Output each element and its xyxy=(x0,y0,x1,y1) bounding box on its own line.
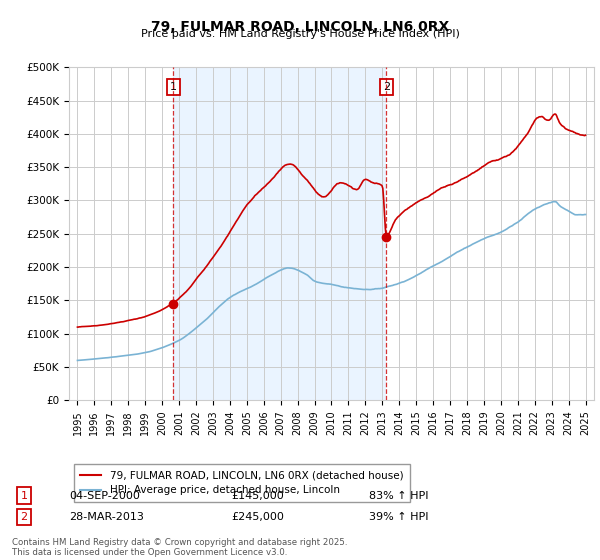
Text: 04-SEP-2000: 04-SEP-2000 xyxy=(69,491,140,501)
Text: 1: 1 xyxy=(170,82,177,92)
Text: £245,000: £245,000 xyxy=(231,512,284,522)
Text: 28-MAR-2013: 28-MAR-2013 xyxy=(69,512,144,522)
Text: Price paid vs. HM Land Registry's House Price Index (HPI): Price paid vs. HM Land Registry's House … xyxy=(140,29,460,39)
Legend: 79, FULMAR ROAD, LINCOLN, LN6 0RX (detached house), HPI: Average price, detached: 79, FULMAR ROAD, LINCOLN, LN6 0RX (detac… xyxy=(74,464,409,502)
Text: 2: 2 xyxy=(20,512,28,522)
Text: 39% ↑ HPI: 39% ↑ HPI xyxy=(369,512,428,522)
Text: 83% ↑ HPI: 83% ↑ HPI xyxy=(369,491,428,501)
Bar xyxy=(173,67,386,400)
Text: 79, FULMAR ROAD, LINCOLN, LN6 0RX: 79, FULMAR ROAD, LINCOLN, LN6 0RX xyxy=(151,20,449,34)
Text: Contains HM Land Registry data © Crown copyright and database right 2025.
This d: Contains HM Land Registry data © Crown c… xyxy=(12,538,347,557)
Text: £145,000: £145,000 xyxy=(231,491,284,501)
Text: 1: 1 xyxy=(20,491,28,501)
Text: 2: 2 xyxy=(383,82,390,92)
